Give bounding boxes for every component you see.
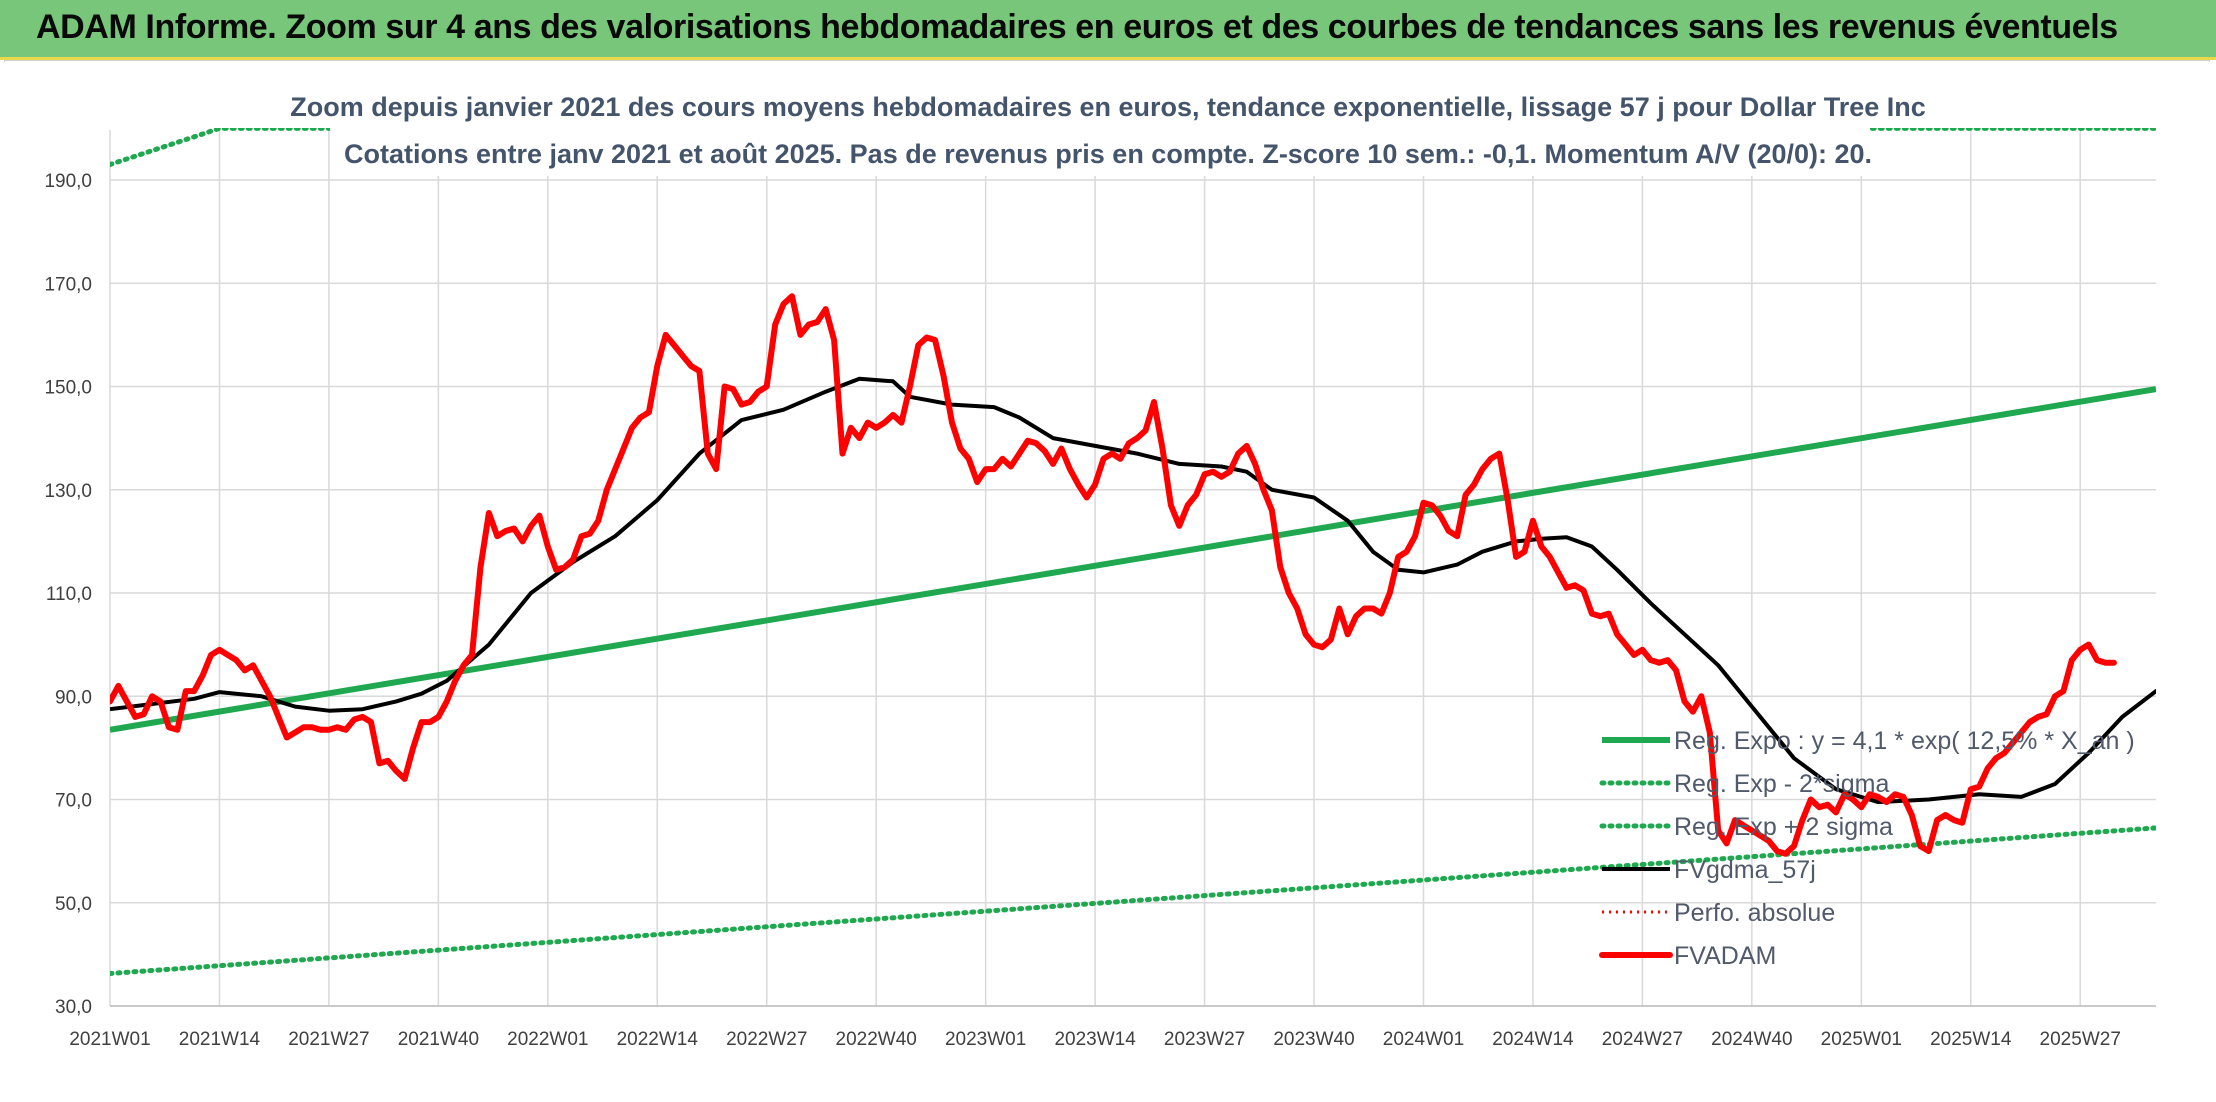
y-tick-label: 150,0 — [44, 378, 92, 399]
x-tick-label: 2022W40 — [836, 1029, 917, 1050]
y-tick-label: 50,0 — [55, 894, 92, 915]
series-line-5 — [110, 293, 2117, 857]
legend-label-4: Perfo. absolue — [1674, 899, 1835, 927]
x-tick-label: 2024W27 — [1602, 1029, 1683, 1050]
y-tick-label: 170,0 — [44, 274, 92, 295]
report-header: ADAM Informe. Zoom sur 4 ans des valoris… — [0, 0, 2216, 60]
x-tick-label: 2021W01 — [69, 1029, 150, 1050]
y-tick-label: 30,0 — [55, 997, 92, 1018]
chart-background — [4, 62, 2210, 1098]
x-tick-label: 2024W14 — [1492, 1029, 1574, 1050]
x-tick-label: 2023W14 — [1054, 1029, 1136, 1050]
x-tick-label: 2023W40 — [1273, 1029, 1354, 1050]
series-line-1 — [110, 825, 2156, 976]
chart-subtitle: Cotations entre janv 2021 et août 2025. … — [344, 139, 1872, 169]
y-tick-label: 70,0 — [55, 791, 92, 812]
title-backdrop — [330, 86, 1870, 176]
series-line-0 — [110, 386, 2156, 733]
x-tick-label: 2024W40 — [1711, 1029, 1792, 1050]
y-tick-label: 110,0 — [46, 584, 92, 605]
y-tick-label: 190,0 — [44, 171, 92, 192]
y-tick-label: 130,0 — [44, 481, 92, 502]
x-tick-label: 2024W01 — [1383, 1029, 1464, 1050]
x-tick-label: 2021W14 — [179, 1029, 261, 1050]
legend-label-3: FVgdma_57j — [1674, 856, 1816, 884]
grid-lines — [109, 130, 2156, 1007]
legend-label-2: Reg. Exp + 2 sigma — [1674, 813, 1893, 841]
y-axis-ticks: 30,0 50,0 70,0 90,0 110,0 130,0 150,0 170,0 190,… — [44, 171, 92, 1018]
x-tick-label: 2025W27 — [2040, 1029, 2121, 1050]
x-tick-label: 2023W01 — [945, 1029, 1026, 1050]
legend-label-0: Reg. Expo : y = 4,1 * exp( 12,5% * X_an … — [1674, 727, 2135, 755]
x-tick-label: 2021W27 — [288, 1029, 369, 1050]
x-tick-label: 2022W01 — [507, 1029, 588, 1050]
y-tick-label: 90,0 — [55, 687, 92, 708]
x-tick-label: 2025W14 — [1930, 1029, 2012, 1050]
x-tick-label: 2023W27 — [1164, 1029, 1245, 1050]
series-line-3 — [110, 376, 2156, 805]
legend-label-1: Reg. Exp - 2*sigma — [1674, 770, 1889, 798]
chart-title: Zoom depuis janvier 2021 des cours moyen… — [290, 92, 1926, 122]
legend: Reg. Expo : y = 4,1 * exp( 12,5% * X_an … — [1599, 727, 2135, 970]
x-tick-label: 2022W27 — [726, 1029, 807, 1050]
report-title: ADAM Informe. Zoom sur 4 ans des valoris… — [36, 8, 2118, 46]
x-tick-label: 2021W40 — [398, 1029, 479, 1050]
x-axis-ticks: 2021W01 2021W14 2021W27 2021W40 2022W01 2022W… — [69, 1029, 2121, 1050]
x-tick-label: 2022W14 — [617, 1029, 699, 1050]
legend-label-5: FVADAM — [1674, 942, 1776, 970]
x-tick-label: 2025W01 — [1821, 1029, 1902, 1050]
